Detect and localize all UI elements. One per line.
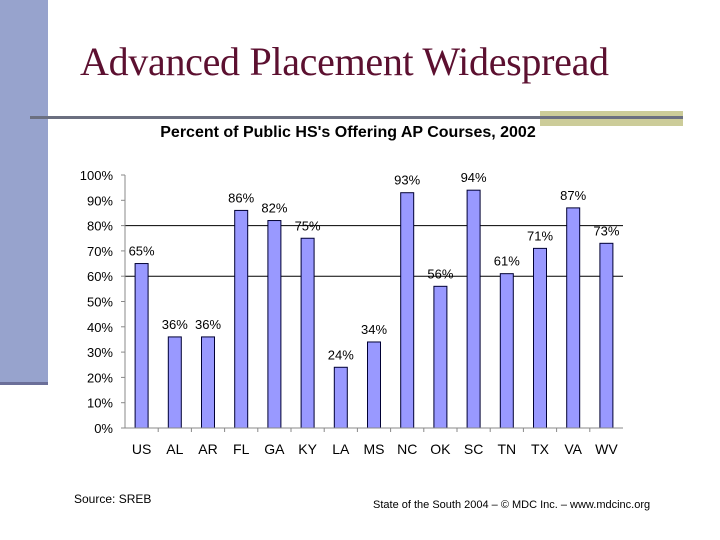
y-tick-label: 60% — [87, 269, 113, 284]
x-axis-labels: US AL AR FL GA KY LA MS NC OK SC TN TX VA WV — [132, 428, 618, 457]
y-tick-label: 80% — [87, 219, 113, 234]
y-tick-label: 70% — [87, 244, 113, 259]
y-tick-label: 100% — [80, 168, 114, 183]
bar-ky — [300, 237, 315, 429]
bar-value-label: 75% — [295, 218, 321, 233]
bar-us — [134, 263, 149, 429]
x-tick-label: GA — [264, 441, 285, 457]
bar-value-label: 56% — [427, 266, 453, 281]
bar-value-label: 93% — [394, 173, 420, 188]
bar-fl — [234, 209, 249, 429]
y-tick-label: 50% — [87, 295, 113, 310]
bar-va — [566, 207, 581, 429]
y-tick-label: 40% — [87, 320, 113, 335]
x-tick-label: WV — [595, 441, 618, 457]
bar-ar — [201, 336, 215, 429]
bar-sc — [466, 189, 481, 429]
bar-tn — [499, 273, 514, 429]
x-tick-label: AR — [198, 441, 217, 457]
credit-note: State of the South 2004 – © MDC Inc. – w… — [373, 499, 651, 511]
bar-ms — [367, 341, 381, 429]
y-tick-label: 30% — [87, 345, 113, 360]
bar-value-label: 34% — [361, 322, 387, 337]
y-tick-label: 90% — [87, 193, 113, 208]
source-note: Source: SREB — [74, 492, 152, 506]
y-axis-ticks: 0% 10% 20% 30% 40% 50% 60% 70% 80% 90% 100% — [80, 168, 125, 436]
bar-la — [333, 366, 348, 429]
x-tick-label: KY — [298, 441, 317, 457]
bar-ok — [433, 285, 448, 429]
bar-value-label: 82% — [261, 201, 287, 216]
x-tick-label: LA — [332, 441, 350, 457]
bar-value-label: 94% — [461, 170, 487, 185]
bar-value-label: 71% — [527, 228, 553, 243]
x-tick-label: AL — [166, 441, 183, 457]
bar-value-label: 36% — [162, 317, 188, 332]
bar-value-label: 36% — [195, 317, 221, 332]
bar-value-label: 24% — [328, 347, 354, 362]
bar-value-label: 61% — [494, 254, 520, 269]
x-tick-label: SC — [464, 441, 483, 457]
x-tick-label: MS — [364, 441, 385, 457]
y-tick-label: 10% — [87, 396, 113, 411]
x-tick-label: OK — [430, 441, 451, 457]
y-tick-label: 20% — [87, 370, 113, 385]
y-tick-label: 0% — [94, 421, 113, 436]
bar-tx — [533, 247, 547, 429]
bar-al — [167, 336, 182, 429]
bar-value-label: 86% — [228, 190, 254, 205]
bar-ga — [267, 220, 282, 429]
bar-value-label: 65% — [129, 244, 155, 259]
chart-title: Percent of Public HS's Offering AP Cours… — [160, 124, 536, 141]
sidebar-accent — [0, 0, 48, 385]
x-tick-label: NC — [397, 441, 417, 457]
bar-nc — [400, 192, 415, 429]
x-tick-label: FL — [233, 441, 250, 457]
x-tick-label: VA — [564, 441, 582, 457]
bar-value-label: 73% — [593, 223, 619, 238]
bars: 65% 36% 36% 86% 82% 75% 24% 34% 93% 56% 94% 61% 71% 8… — [129, 170, 620, 429]
title-rule — [30, 116, 683, 119]
bar-wv — [599, 242, 614, 429]
slide-title: Advanced Placement Widespread — [80, 39, 609, 84]
x-tick-label: TX — [531, 441, 550, 457]
x-tick-label: US — [132, 441, 151, 457]
x-tick-label: TN — [497, 441, 516, 457]
bar-value-label: 87% — [560, 188, 586, 203]
